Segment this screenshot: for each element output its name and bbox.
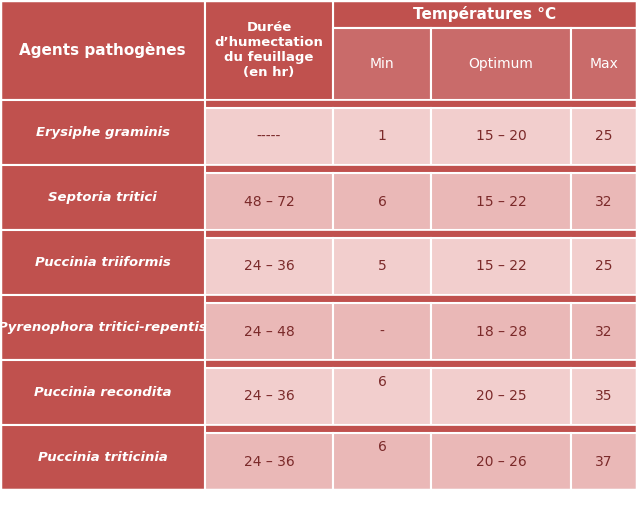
Bar bbox=[205, 303, 333, 360]
Bar bbox=[571, 303, 637, 360]
Bar bbox=[431, 238, 571, 295]
Text: 15 – 22: 15 – 22 bbox=[476, 194, 526, 209]
Bar bbox=[0, 425, 637, 433]
Bar bbox=[431, 368, 571, 425]
Text: 25: 25 bbox=[595, 129, 613, 143]
Bar bbox=[571, 108, 637, 165]
Bar bbox=[571, 433, 637, 490]
Text: 6: 6 bbox=[378, 440, 387, 454]
Text: 20 – 26: 20 – 26 bbox=[476, 454, 526, 469]
Text: 37: 37 bbox=[595, 454, 613, 469]
Text: Optimum: Optimum bbox=[469, 57, 533, 71]
Bar bbox=[0, 230, 205, 295]
Text: 5: 5 bbox=[378, 260, 387, 274]
Bar bbox=[0, 425, 205, 490]
Text: Puccinia triiformis: Puccinia triiformis bbox=[34, 256, 170, 269]
Text: 24 – 48: 24 – 48 bbox=[243, 325, 294, 338]
Text: 1: 1 bbox=[378, 129, 387, 143]
Text: Erysiphe graminis: Erysiphe graminis bbox=[36, 126, 169, 139]
Text: 15 – 20: 15 – 20 bbox=[476, 129, 526, 143]
Bar bbox=[0, 360, 205, 425]
Bar bbox=[0, 360, 637, 368]
Text: -----: ----- bbox=[257, 129, 281, 143]
Bar bbox=[431, 433, 571, 490]
Text: Durée
d’humectation
du feuillage
(en hr): Durée d’humectation du feuillage (en hr) bbox=[215, 21, 324, 79]
Bar bbox=[431, 28, 571, 100]
Bar bbox=[0, 0, 205, 100]
Text: -: - bbox=[380, 325, 385, 338]
Bar bbox=[333, 303, 431, 360]
Text: Min: Min bbox=[369, 57, 394, 71]
Bar bbox=[0, 0, 205, 28]
Bar bbox=[205, 0, 333, 28]
Text: 24 – 36: 24 – 36 bbox=[243, 454, 294, 469]
Bar bbox=[205, 173, 333, 230]
Text: 35: 35 bbox=[595, 389, 613, 403]
Bar bbox=[333, 173, 431, 230]
Bar bbox=[0, 295, 205, 360]
Text: Agents pathogènes: Agents pathogènes bbox=[19, 42, 186, 58]
Bar bbox=[205, 433, 333, 490]
Bar bbox=[571, 368, 637, 425]
Bar bbox=[205, 0, 333, 100]
Bar bbox=[571, 238, 637, 295]
Bar bbox=[571, 173, 637, 230]
Text: 32: 32 bbox=[595, 325, 613, 338]
Text: 20 – 25: 20 – 25 bbox=[476, 389, 526, 403]
Bar bbox=[333, 0, 637, 28]
Bar bbox=[333, 28, 431, 100]
Bar bbox=[0, 165, 205, 230]
Bar bbox=[333, 108, 431, 165]
Bar bbox=[571, 28, 637, 100]
Text: 6: 6 bbox=[378, 194, 387, 209]
Text: Puccinia triticinia: Puccinia triticinia bbox=[38, 451, 168, 464]
Bar bbox=[0, 230, 637, 238]
Text: 18 – 28: 18 – 28 bbox=[475, 325, 527, 338]
Text: Septoria tritici: Septoria tritici bbox=[48, 191, 157, 204]
Text: 24 – 36: 24 – 36 bbox=[243, 260, 294, 274]
Bar bbox=[0, 100, 637, 108]
Text: Puccinia recondita: Puccinia recondita bbox=[34, 386, 171, 399]
Bar bbox=[205, 368, 333, 425]
Bar bbox=[333, 368, 431, 425]
Text: Max: Max bbox=[590, 57, 619, 71]
Text: 48 – 72: 48 – 72 bbox=[243, 194, 294, 209]
Bar bbox=[205, 238, 333, 295]
Text: 24 – 36: 24 – 36 bbox=[243, 389, 294, 403]
Text: 6: 6 bbox=[378, 375, 387, 389]
Bar bbox=[431, 108, 571, 165]
Bar bbox=[333, 433, 431, 490]
Text: 15 – 22: 15 – 22 bbox=[476, 260, 526, 274]
Text: 32: 32 bbox=[595, 194, 613, 209]
Bar bbox=[0, 100, 205, 165]
Text: Températures °C: Températures °C bbox=[413, 6, 557, 22]
Bar bbox=[333, 238, 431, 295]
Text: Pyrenophora tritici-repentis: Pyrenophora tritici-repentis bbox=[0, 321, 207, 334]
Text: 25: 25 bbox=[595, 260, 613, 274]
Bar bbox=[0, 295, 637, 303]
Bar bbox=[0, 165, 637, 173]
Bar bbox=[431, 303, 571, 360]
Bar bbox=[431, 173, 571, 230]
Bar bbox=[205, 108, 333, 165]
